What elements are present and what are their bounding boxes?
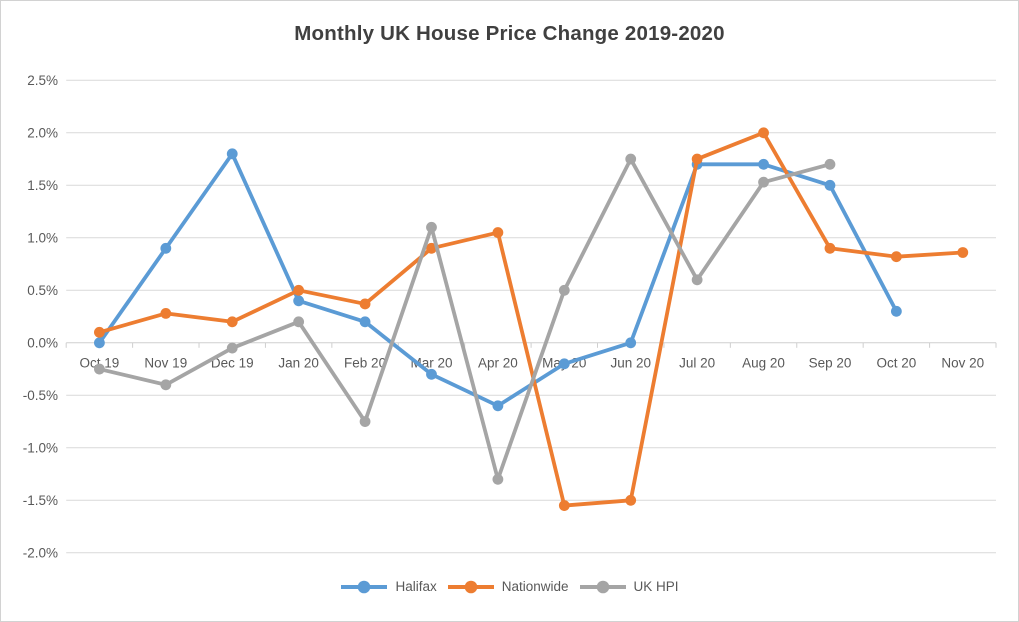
data-point-nationwide xyxy=(492,227,504,238)
data-point-halifax xyxy=(226,148,238,160)
data-point-halifax xyxy=(758,158,769,170)
data-point-nationwide xyxy=(359,298,371,310)
y-axis-tick-label: 0.5% xyxy=(27,283,58,298)
data-point-nationwide xyxy=(890,251,902,263)
data-point-nationwide xyxy=(625,494,637,506)
data-point-uk-hpi xyxy=(824,158,836,170)
nationwide-line-marker-icon xyxy=(447,580,494,593)
data-point-nationwide xyxy=(160,308,172,319)
data-point-halifax xyxy=(359,316,371,328)
data-point-nationwide xyxy=(824,242,836,254)
x-axis-tick-label: Jan 20 xyxy=(278,356,319,371)
legend-item-uk-hpi: UK HPI xyxy=(579,579,679,594)
series-line-uk-hpi xyxy=(97,157,832,482)
x-axis-tick-label: Jun 20 xyxy=(610,356,651,371)
y-axis-tick-label: 0.0% xyxy=(27,335,58,350)
data-point-halifax xyxy=(824,179,836,191)
data-point-uk-hpi xyxy=(160,379,172,391)
data-point-halifax xyxy=(890,305,902,317)
y-axis-tick-label: -1.0% xyxy=(23,440,58,455)
data-point-halifax xyxy=(160,242,172,254)
data-point-halifax xyxy=(94,337,105,349)
x-axis-tick-label: Nov 20 xyxy=(941,356,984,371)
y-axis-tick-label: 1.5% xyxy=(27,178,58,193)
data-point-uk-hpi xyxy=(691,274,703,286)
y-axis-tick-label: 1.0% xyxy=(27,230,58,245)
x-axis-tick-label: Feb 20 xyxy=(344,356,386,371)
data-point-uk-hpi xyxy=(94,363,105,375)
y-axis-tick-label: -0.5% xyxy=(23,388,58,403)
y-axis-tick-label: 2.0% xyxy=(27,125,58,140)
data-point-uk-hpi xyxy=(492,473,504,485)
x-axis-tick-label: Apr 20 xyxy=(478,356,518,371)
data-point-nationwide xyxy=(293,284,305,296)
legend-label-uk-hpi: UK HPI xyxy=(633,579,679,594)
data-point-uk-hpi xyxy=(558,284,570,296)
data-point-halifax xyxy=(293,295,305,307)
data-point-halifax xyxy=(426,368,437,380)
data-point-nationwide xyxy=(558,500,570,511)
data-point-uk-hpi xyxy=(426,221,437,233)
data-point-uk-hpi xyxy=(293,316,305,328)
y-axis-tick-label: -2.0% xyxy=(23,545,58,560)
legend: Halifax Nationwide UK HPI xyxy=(1,579,1018,594)
data-point-nationwide xyxy=(691,153,703,165)
data-point-nationwide xyxy=(226,316,238,328)
chart-title: Monthly UK House Price Change 2019-2020 xyxy=(294,22,725,45)
data-point-nationwide xyxy=(957,247,969,258)
data-point-halifax xyxy=(625,337,637,349)
x-axis-tick-label: Aug 20 xyxy=(742,356,785,371)
legend-item-halifax: Halifax xyxy=(340,579,437,594)
x-axis-tick-label: Oct 20 xyxy=(876,356,916,371)
y-axis-tick-label: 2.5% xyxy=(27,73,58,88)
data-point-uk-hpi xyxy=(625,153,637,165)
x-axis-tick-label: Jul 20 xyxy=(679,356,715,371)
x-axis-tick-label: Dec 19 xyxy=(211,356,254,371)
x-axis-tick-label: Oct 19 xyxy=(80,356,120,371)
legend-label-halifax: Halifax xyxy=(395,579,437,594)
x-axis-tick-label: Sep 20 xyxy=(809,356,852,371)
data-point-uk-hpi xyxy=(758,176,769,188)
y-axis-tick-label: -1.5% xyxy=(23,493,58,508)
data-point-uk-hpi xyxy=(226,342,238,354)
data-point-uk-hpi xyxy=(359,416,371,427)
data-point-nationwide xyxy=(758,127,769,139)
uk-hpi-line-marker-icon xyxy=(579,580,626,593)
legend-label-nationwide: Nationwide xyxy=(501,579,569,594)
series-line-nationwide xyxy=(97,130,965,508)
data-point-nationwide xyxy=(426,242,437,254)
data-point-halifax xyxy=(558,358,570,370)
data-point-halifax xyxy=(492,400,504,412)
data-point-nationwide xyxy=(94,326,105,338)
x-axis-tick-label: Nov 19 xyxy=(144,356,187,371)
halifax-line-marker-icon xyxy=(341,580,388,593)
legend-item-nationwide: Nationwide xyxy=(447,579,569,594)
